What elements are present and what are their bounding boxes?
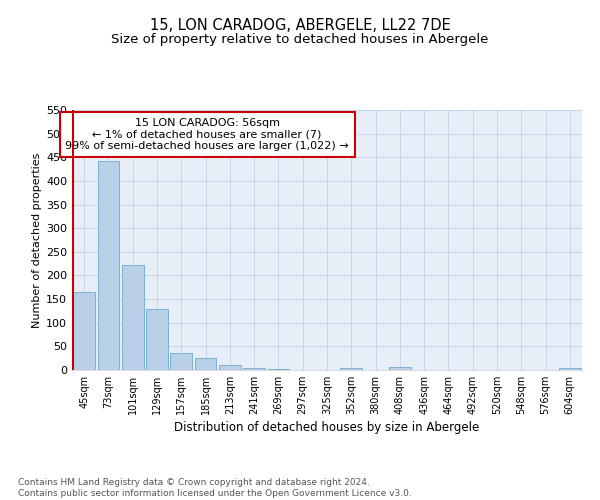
X-axis label: Distribution of detached houses by size in Abergele: Distribution of detached houses by size … (175, 421, 479, 434)
Y-axis label: Number of detached properties: Number of detached properties (32, 152, 42, 328)
Bar (268, 368, 289, 370)
Text: Size of property relative to detached houses in Abergele: Size of property relative to detached ho… (112, 32, 488, 46)
Bar (122, 265, 143, 370)
Text: 15, LON CARADOG, ABERGELE, LL22 7DE: 15, LON CARADOG, ABERGELE, LL22 7DE (149, 18, 451, 32)
Bar (559, 368, 581, 370)
Text: 15 LON CARADOG: 56sqm
← 1% of detached houses are smaller (7)
99% of semi-detach: 15 LON CARADOG: 56sqm ← 1% of detached h… (65, 118, 349, 151)
Bar (146, 309, 168, 370)
Bar (170, 352, 192, 370)
Bar (97, 160, 119, 370)
Text: Contains HM Land Registry data © Crown copyright and database right 2024.
Contai: Contains HM Land Registry data © Crown c… (18, 478, 412, 498)
Bar (194, 358, 217, 370)
Bar (73, 292, 95, 370)
Bar (219, 365, 241, 370)
Bar (340, 368, 362, 370)
Bar (243, 368, 265, 370)
Bar (389, 367, 411, 370)
